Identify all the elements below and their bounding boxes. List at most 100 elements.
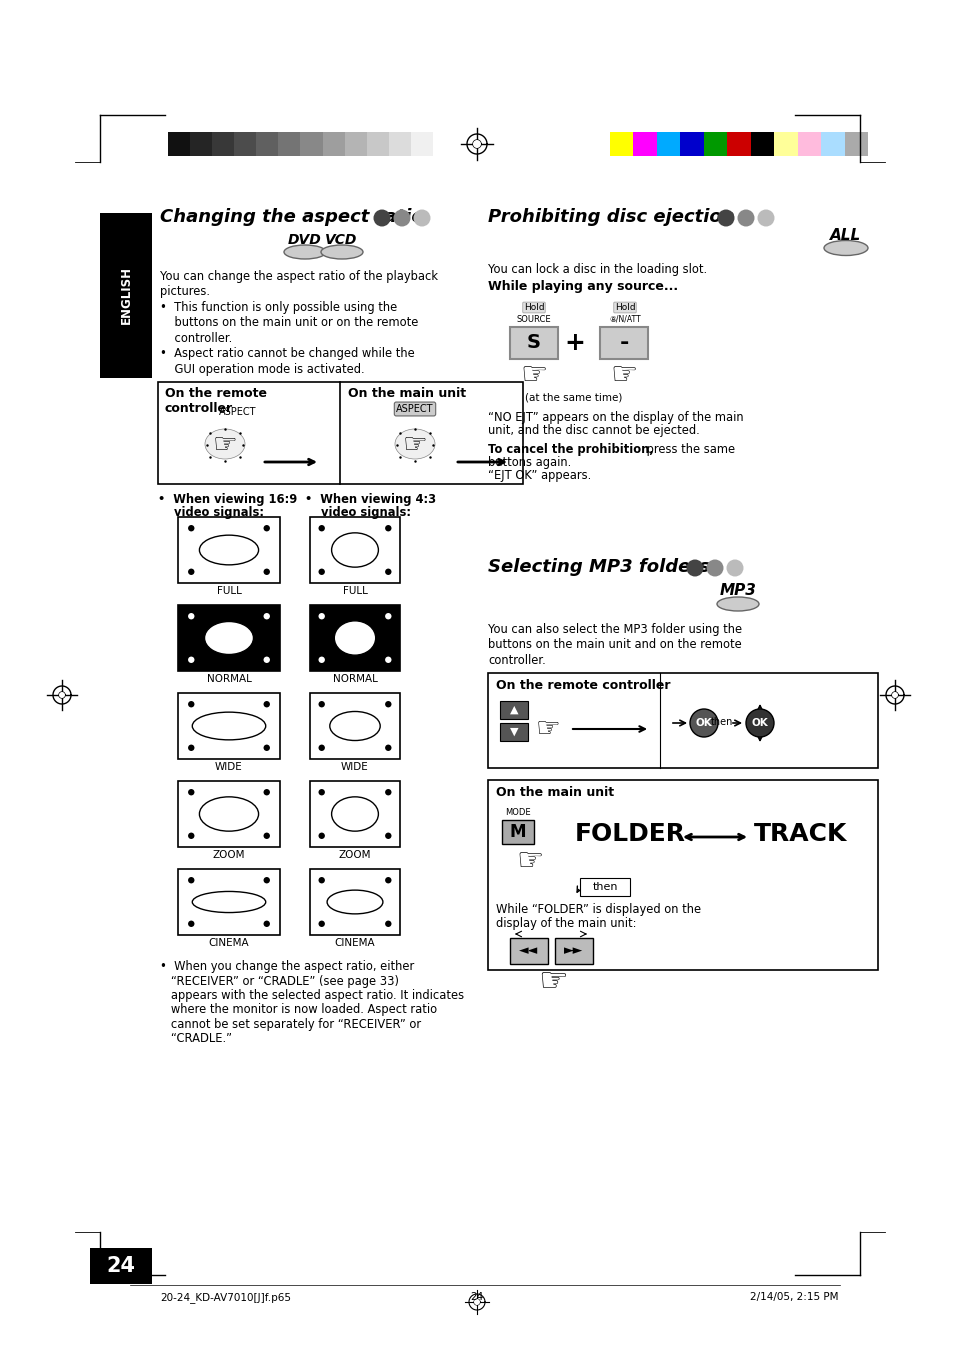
Text: “RECEIVER” or “CRADLE” (see page 33): “RECEIVER” or “CRADLE” (see page 33) [160, 974, 398, 988]
Bar [599, 327, 647, 359]
Text: S: S [526, 334, 540, 353]
Circle shape [318, 613, 325, 619]
Circle shape [474, 1300, 479, 1305]
Bar [190, 132, 213, 155]
Bar [555, 938, 593, 965]
Text: “CRADLE.”: “CRADLE.” [160, 1032, 232, 1046]
Text: NORMAL: NORMAL [333, 674, 377, 684]
Text: controller.: controller. [160, 332, 232, 345]
Text: controller.: controller. [488, 654, 545, 667]
Text: Changing the aspect ratio: Changing the aspect ratio [160, 208, 423, 226]
Circle shape [188, 526, 194, 531]
Text: +: + [564, 331, 585, 355]
Text: ▲: ▲ [509, 705, 517, 715]
Circle shape [263, 832, 270, 839]
Text: buttons on the main unit or on the remote: buttons on the main unit or on the remot… [160, 316, 418, 330]
Text: where the monitor is now loaded. Aspect ratio: where the monitor is now loaded. Aspect … [160, 1004, 436, 1016]
Text: ASPECT: ASPECT [219, 407, 256, 417]
Ellipse shape [193, 892, 266, 912]
Circle shape [689, 709, 718, 738]
Circle shape [374, 209, 390, 227]
Circle shape [318, 569, 325, 576]
Circle shape [413, 209, 430, 227]
Ellipse shape [823, 240, 867, 255]
Ellipse shape [717, 597, 759, 611]
Text: GUI operation mode is activated.: GUI operation mode is activated. [160, 363, 364, 376]
Bar [389, 132, 411, 155]
Text: 2/14/05, 2:15 PM: 2/14/05, 2:15 PM [749, 1292, 838, 1302]
Bar [178, 693, 280, 759]
Circle shape [385, 920, 391, 927]
Ellipse shape [320, 245, 363, 259]
Text: You can also select the MP3 folder using the: You can also select the MP3 folder using… [488, 623, 741, 636]
Circle shape [757, 209, 774, 227]
Ellipse shape [332, 797, 378, 831]
Bar [212, 132, 234, 155]
Text: •  Aspect ratio cannot be changed while the: • Aspect ratio cannot be changed while t… [160, 347, 415, 361]
Ellipse shape [284, 245, 326, 259]
Bar [510, 938, 547, 965]
Bar [797, 132, 821, 155]
Circle shape [318, 744, 325, 751]
Text: While “FOLDER” is displayed on the: While “FOLDER” is displayed on the [496, 902, 700, 916]
Text: 24: 24 [107, 1256, 135, 1275]
Text: While playing any source...: While playing any source... [488, 280, 678, 293]
Text: On the remote
controller: On the remote controller [165, 386, 267, 415]
Text: Selecting MP3 folders: Selecting MP3 folders [488, 558, 709, 576]
Text: To cancel the prohibition,: To cancel the prohibition, [488, 443, 653, 457]
Circle shape [188, 832, 194, 839]
Text: ZOOM: ZOOM [213, 850, 245, 861]
Circle shape [385, 657, 391, 663]
Ellipse shape [205, 430, 245, 459]
Circle shape [263, 877, 270, 884]
Circle shape [263, 789, 270, 796]
Circle shape [385, 613, 391, 619]
Circle shape [385, 789, 391, 796]
Text: ◄◄: ◄◄ [518, 944, 538, 958]
Text: (at the same time): (at the same time) [525, 393, 622, 403]
Text: VCD: VCD [325, 232, 357, 247]
Text: CINEMA: CINEMA [335, 938, 375, 948]
Text: On the main unit: On the main unit [496, 786, 614, 798]
Bar [178, 781, 280, 847]
Bar [366, 132, 389, 155]
Bar [310, 781, 399, 847]
Text: ALL: ALL [829, 228, 861, 243]
Text: NORMAL: NORMAL [207, 674, 252, 684]
Bar [310, 693, 399, 759]
Ellipse shape [332, 532, 378, 567]
Text: •  This function is only possible using the: • This function is only possible using t… [160, 301, 396, 313]
Bar [633, 132, 657, 155]
Text: Hold: Hold [523, 303, 544, 312]
Text: 24: 24 [470, 1292, 483, 1302]
Text: SOURCE: SOURCE [517, 315, 551, 324]
Circle shape [188, 744, 194, 751]
Bar [821, 132, 844, 155]
Circle shape [385, 877, 391, 884]
Text: FULL: FULL [216, 586, 241, 596]
Circle shape [726, 559, 742, 577]
Text: ☞: ☞ [610, 361, 637, 390]
Ellipse shape [199, 797, 258, 831]
Text: WIDE: WIDE [214, 762, 243, 771]
Circle shape [318, 789, 325, 796]
Ellipse shape [199, 535, 258, 565]
Text: “NO EJT” appears on the display of the main: “NO EJT” appears on the display of the m… [488, 411, 742, 424]
Text: OK: OK [695, 717, 712, 728]
Circle shape [891, 692, 897, 698]
Ellipse shape [334, 621, 375, 655]
Bar [411, 132, 433, 155]
Text: ENGLISH: ENGLISH [119, 266, 132, 324]
Text: You can lock a disc in the loading slot.: You can lock a disc in the loading slot. [488, 263, 706, 276]
Bar [750, 132, 774, 155]
Circle shape [188, 613, 194, 619]
Bar [499, 701, 527, 719]
Bar [774, 132, 798, 155]
Bar [310, 517, 399, 584]
Ellipse shape [395, 430, 435, 459]
Bar [90, 1248, 152, 1283]
Circle shape [188, 701, 194, 708]
Circle shape [717, 209, 734, 227]
Text: video signals:: video signals: [158, 507, 264, 519]
Bar [679, 132, 703, 155]
